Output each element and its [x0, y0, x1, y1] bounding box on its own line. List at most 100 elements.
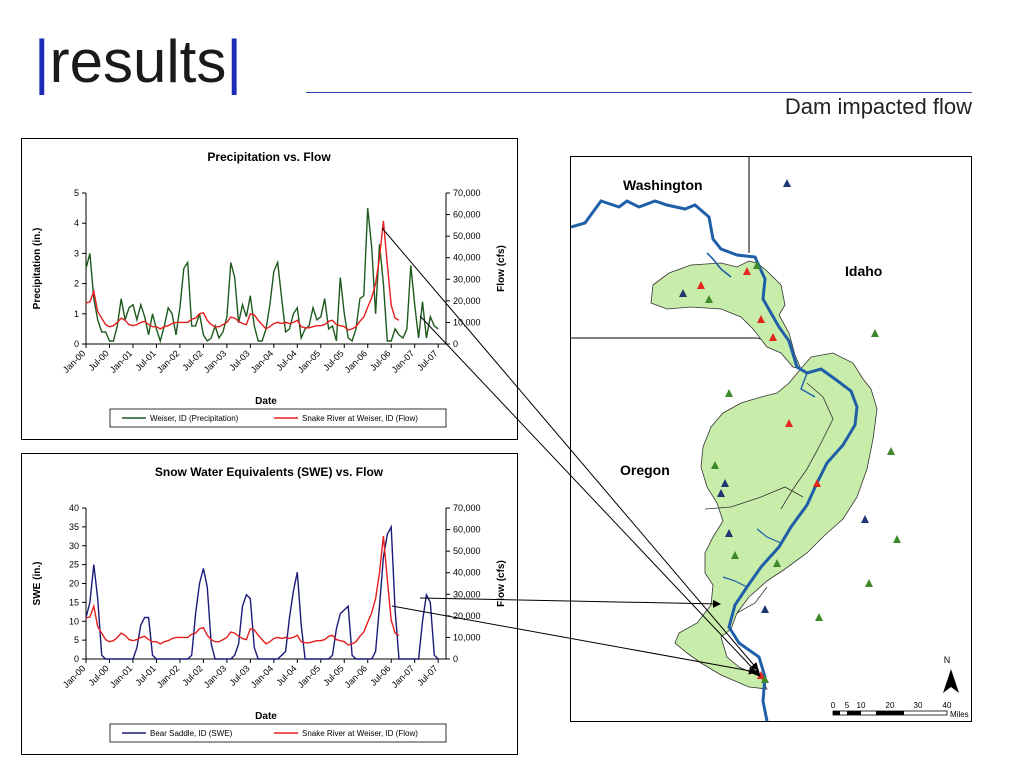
y-tick-label-right: 0	[453, 654, 458, 664]
scale-tick-0: 0	[831, 701, 836, 710]
legend-label-1: Snake River at Weiser, ID (Flow)	[302, 729, 418, 738]
map-label-idaho: Idaho	[845, 263, 882, 279]
x-tick-label: Jul-00	[86, 348, 110, 372]
y-tick-label-left: 20	[69, 579, 79, 589]
x-tick-label: Jul-03	[227, 663, 251, 687]
y-tick-label-left: 3	[74, 248, 79, 258]
y-axis-title-right: Flow (cfs)	[496, 560, 507, 607]
y-tick-label-left: 25	[69, 560, 79, 570]
station-navy-1	[783, 179, 791, 187]
y-tick-label-left: 15	[69, 597, 79, 607]
x-tick-label: Jan-01	[108, 348, 135, 375]
y-tick-label-right: 60,000	[453, 525, 481, 535]
scale-bar: 0 5 10 20 30 40 Miles	[831, 701, 969, 719]
x-tick-label: Jan-00	[61, 348, 88, 375]
station-green-11	[815, 613, 823, 621]
station-red-4	[769, 333, 777, 341]
y-tick-label-left: 10	[69, 616, 79, 626]
title-bar-right: |	[226, 28, 242, 95]
station-red-7	[757, 671, 765, 679]
y-tick-label-right: 50,000	[453, 231, 481, 241]
y-tick-label-right: 20,000	[453, 296, 481, 306]
y-tick-label-left: 35	[69, 522, 79, 532]
series-line-0	[85, 524, 439, 660]
x-axis-title: Date	[255, 396, 277, 407]
x-tick-label: Jan-03	[202, 348, 229, 375]
x-tick-label: Jul-03	[227, 348, 251, 372]
y-tick-label-left: 2	[74, 279, 79, 289]
y-tick-label-left: 40	[69, 503, 79, 513]
y-tick-label-right: 40,000	[453, 253, 481, 263]
station-green-10	[865, 579, 873, 587]
station-green-3	[871, 329, 879, 337]
station-red-5	[785, 419, 793, 427]
x-tick-label: Jul-06	[368, 348, 392, 372]
x-tick-label: Jul-01	[133, 663, 157, 687]
basin-upper	[650, 260, 802, 370]
x-tick-label: Jul-05	[321, 663, 345, 687]
basin-map-svg: Washington Idaho Oregon	[571, 157, 969, 721]
x-tick-label: Jul-06	[368, 663, 392, 687]
x-tick-label: Jan-05	[296, 663, 323, 690]
x-tick-label: Jan-06	[343, 348, 370, 375]
y-tick-label-right: 30,000	[453, 589, 481, 599]
x-tick-label: Jan-07	[390, 348, 417, 375]
station-green-12	[761, 675, 769, 683]
x-tick-label: Jan-02	[155, 348, 182, 375]
scale-tick-10: 10	[857, 701, 866, 710]
x-tick-label: Jul-02	[180, 348, 204, 372]
x-tick-label: Jul-07	[415, 348, 439, 372]
basin-main	[674, 352, 878, 690]
x-tick-label: Jul-02	[180, 663, 204, 687]
x-tick-label: Jul-07	[415, 663, 439, 687]
x-tick-label: Jan-04	[249, 348, 276, 375]
y-tick-label-left: 0	[74, 339, 79, 349]
y-tick-label-left: 0	[74, 654, 79, 664]
basin-subdivide-1	[780, 382, 834, 510]
x-tick-label: Jul-00	[86, 663, 110, 687]
precipitation-flow-chart: Precipitation vs. Flow 0 1 2 3 4 5 0 10,000 20,00…	[21, 138, 518, 440]
y-axis-title-left: SWE (in.)	[32, 562, 43, 606]
y-tick-label-right: 70,000	[453, 503, 481, 513]
x-tick-label: Jan-03	[202, 663, 229, 690]
precipitation-flow-chart-svg: Precipitation vs. Flow 0 1 2 3 4 5 0 10,000 20,00…	[32, 150, 507, 428]
station-red-6	[813, 479, 821, 487]
station-green-4	[725, 389, 733, 397]
y-tick-label-left: 5	[74, 635, 79, 645]
legend-label-0: Bear Saddle, ID (SWE)	[150, 729, 233, 738]
y-tick-label-left: 4	[74, 218, 79, 228]
title-rule	[306, 92, 972, 93]
y-tick-label-left: 30	[69, 541, 79, 551]
x-tick-label: Jul-01	[133, 348, 157, 372]
map-label-washington: Washington	[623, 177, 703, 193]
x-tick-label: Jan-02	[155, 663, 182, 690]
station-navy-7	[761, 605, 769, 613]
station-green-7	[893, 535, 901, 543]
y-axis-title-left: Precipitation (in.)	[32, 228, 43, 310]
scale-tick-40: 40	[943, 701, 952, 710]
y-tick-label-left: 5	[74, 188, 79, 198]
chart-title: Precipitation vs. Flow	[207, 150, 331, 164]
x-tick-label: Jan-06	[343, 663, 370, 690]
station-green-9	[773, 559, 781, 567]
legend-label-0: Weiser, ID (Precipitation)	[150, 414, 239, 423]
y-axis-title-right: Flow (cfs)	[496, 245, 507, 292]
series-line-1	[85, 535, 400, 646]
river-tributary-2	[800, 372, 816, 398]
x-tick-label: Jul-04	[274, 663, 298, 687]
y-tick-label-right: 10,000	[453, 632, 481, 642]
scale-unit: Miles	[950, 710, 969, 719]
y-tick-label-right: 70,000	[453, 188, 481, 198]
x-tick-label: Jan-05	[296, 348, 323, 375]
legend-label-1: Snake River at Weiser, ID (Flow)	[302, 414, 418, 423]
y-tick-label-right: 0	[453, 339, 458, 349]
compass-north-arrow	[943, 669, 959, 693]
x-tick-label: Jan-04	[249, 663, 276, 690]
y-tick-label-right: 60,000	[453, 210, 481, 220]
y-tick-label-right: 50,000	[453, 546, 481, 556]
chart-title: Snow Water Equivalents (SWE) vs. Flow	[155, 465, 384, 479]
station-navy-5	[861, 515, 869, 523]
y-tick-label-left: 1	[74, 309, 79, 319]
title-bar-left: |	[34, 28, 50, 95]
basin-map: Washington Idaho Oregon	[570, 156, 972, 722]
